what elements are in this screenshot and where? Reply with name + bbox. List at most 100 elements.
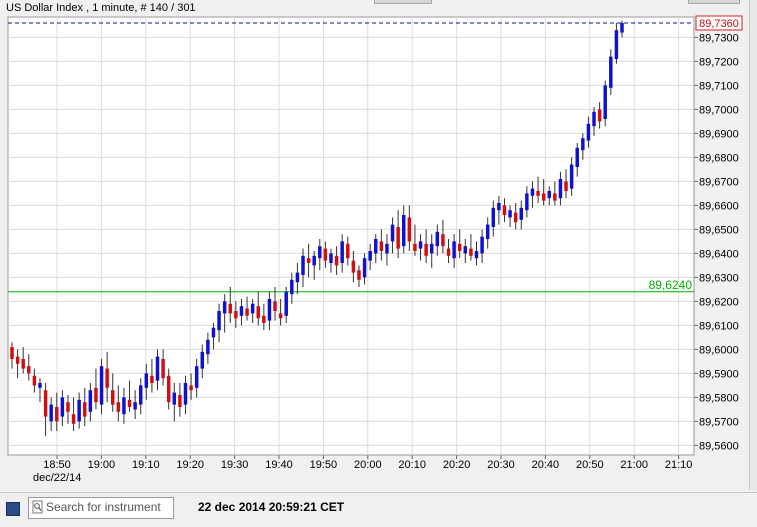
candle-body xyxy=(530,188,535,196)
x-tick-label: 19:30 xyxy=(221,459,249,471)
candle-body xyxy=(110,390,115,405)
y-tick-label: 89,6800 xyxy=(699,152,739,164)
toolbar-stub-right xyxy=(688,0,740,4)
candle-body xyxy=(267,299,272,321)
candle-body xyxy=(592,111,596,127)
candle-body xyxy=(211,327,216,338)
candle-body xyxy=(49,404,53,422)
candle-body xyxy=(99,366,104,405)
x-tick-label: 21:10 xyxy=(665,459,693,471)
candle-body xyxy=(485,224,490,239)
candle-body xyxy=(457,243,462,251)
candle-body xyxy=(144,373,149,388)
candle-body xyxy=(189,385,193,391)
candle-body xyxy=(38,383,42,388)
status-bar: 22 dec 2014 20:59:21 CET xyxy=(0,492,757,527)
y-tick-label: 89,6300 xyxy=(699,272,739,284)
candle-body xyxy=(424,243,428,256)
candle-body xyxy=(497,203,501,211)
y-tick-label: 89,5800 xyxy=(699,392,739,404)
x-tick-label: 18:50 xyxy=(43,459,71,471)
candlestick-chart[interactable]: 18:50 19:00 19:10 19:20 19:30 19:40 19:50 20:00… xyxy=(0,0,749,490)
candle-body xyxy=(480,236,484,254)
candle-body xyxy=(155,356,160,381)
candle-body xyxy=(463,246,468,254)
candle-body xyxy=(323,248,328,261)
candle-body xyxy=(256,306,260,319)
candle-body xyxy=(441,234,445,247)
candle-body xyxy=(43,390,48,417)
candle-body xyxy=(116,402,121,412)
timestamp: 22 dec 2014 20:59:21 CET xyxy=(198,500,345,514)
candle-body xyxy=(396,227,400,249)
x-tick-label: 20:00 xyxy=(354,459,382,471)
current-price-label: 89,7360 xyxy=(699,18,739,30)
candle-body xyxy=(222,301,227,314)
search-box[interactable] xyxy=(28,497,174,519)
chart-area[interactable]: US Dollar Index , 1 minute, # 140 / 301 … xyxy=(0,0,757,490)
candle-body xyxy=(614,30,619,59)
candle-body xyxy=(83,402,87,417)
candle-body xyxy=(239,306,244,316)
candle-body xyxy=(21,359,25,369)
candle-body xyxy=(558,179,563,199)
candle-body xyxy=(27,366,31,374)
candle-body xyxy=(200,351,205,369)
candle-body xyxy=(340,241,344,263)
candle-body xyxy=(262,315,266,323)
y-tick-label: 89,6700 xyxy=(699,176,739,188)
candle-body xyxy=(575,147,579,167)
candle-body xyxy=(273,301,277,311)
candle-body xyxy=(385,243,389,254)
candle-body xyxy=(245,308,249,316)
candle-body xyxy=(55,407,59,422)
candle-body xyxy=(491,207,496,227)
plot-background xyxy=(7,16,695,456)
candle-body xyxy=(334,255,339,266)
candle-body xyxy=(597,109,602,122)
candle-body xyxy=(446,248,451,256)
candle-body xyxy=(318,246,322,259)
y-tick-label: 89,6400 xyxy=(699,248,739,260)
candle-body xyxy=(390,224,395,242)
candle-body xyxy=(407,217,412,242)
y-tick-label: 89,6100 xyxy=(699,320,739,332)
candle-body xyxy=(122,397,126,415)
candle-body xyxy=(301,255,305,275)
candle-body xyxy=(71,414,76,424)
search-icon xyxy=(32,500,43,514)
candle-body xyxy=(161,359,165,379)
candle-body xyxy=(586,123,591,141)
x-tick-label: 19:00 xyxy=(88,459,116,471)
x-tick-label: 19:50 xyxy=(310,459,338,471)
y-tick-label: 89,6900 xyxy=(699,128,739,140)
candle-body xyxy=(166,375,171,403)
y-tick-label: 89,7200 xyxy=(699,56,739,68)
y-tick-label: 89,6000 xyxy=(699,344,739,356)
candle-body xyxy=(519,207,524,220)
candle-body xyxy=(402,215,406,247)
x-tick-label: 20:40 xyxy=(532,459,560,471)
candle-body xyxy=(525,193,529,211)
candle-body xyxy=(452,241,456,259)
candle-body xyxy=(295,272,300,283)
candle-body xyxy=(15,356,20,364)
search-input[interactable] xyxy=(46,499,170,515)
x-tick-label: 20:10 xyxy=(398,459,426,471)
x-tick-label: 20:50 xyxy=(576,459,604,471)
chart-title: US Dollar Index , 1 minute, # 140 / 301 xyxy=(6,2,196,14)
scrollbar-strip[interactable] xyxy=(749,0,757,490)
y-tick-label: 89,7300 xyxy=(699,32,739,44)
candle-body xyxy=(346,243,350,259)
candle-body xyxy=(183,383,188,405)
candle-body xyxy=(329,253,333,263)
candle-body xyxy=(284,291,288,316)
candle-body xyxy=(250,303,255,314)
candle-body xyxy=(418,241,423,249)
instrument-color-icon[interactable] xyxy=(6,502,20,516)
candle-body xyxy=(620,23,624,33)
y-tick-label: 89,6500 xyxy=(699,224,739,236)
y-tick-label: 89,6600 xyxy=(699,200,739,212)
candle-body xyxy=(581,138,585,151)
y-tick-label: 89,7000 xyxy=(699,104,739,116)
